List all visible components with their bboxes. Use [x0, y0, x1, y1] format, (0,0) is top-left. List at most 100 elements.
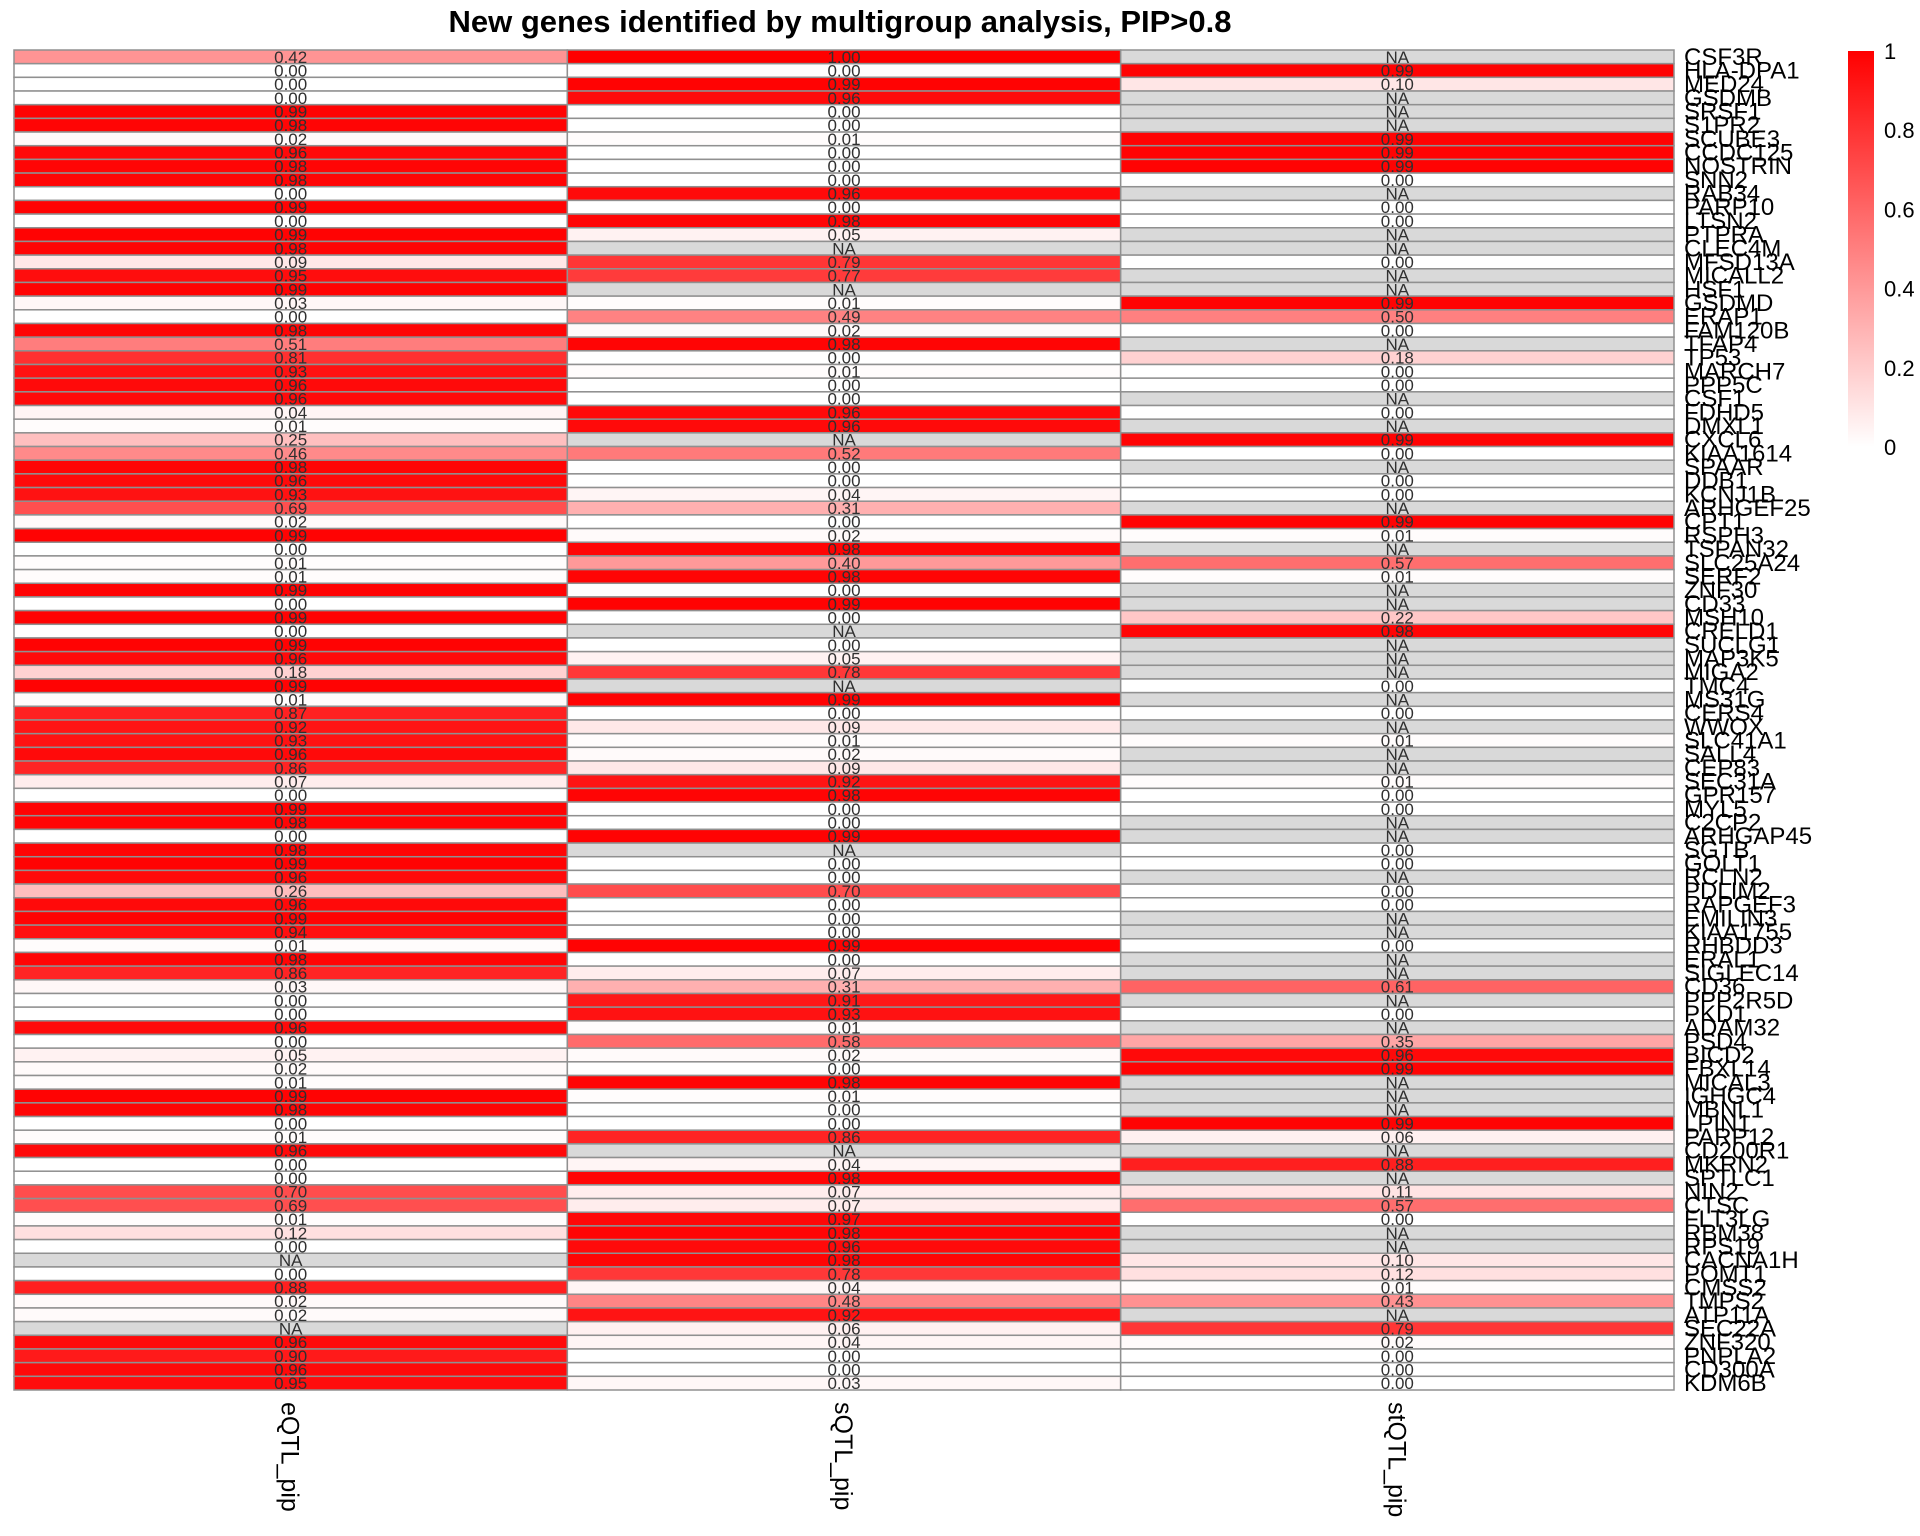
cell-value-label: NA — [1386, 335, 1410, 354]
cell-value-label: NA — [1386, 718, 1410, 737]
row-label: CLEC4M — [1684, 235, 1781, 262]
row-label: CSF1 — [1684, 386, 1745, 413]
cell-value-label: 0.01 — [1381, 526, 1414, 545]
cell-value-label: 0.98 — [1381, 622, 1414, 641]
cell-value-label: NA — [1386, 690, 1410, 709]
cell-value-label: 0.79 — [1381, 1319, 1414, 1338]
cell-value-label: 0.99 — [1381, 431, 1414, 450]
cell-value-label: 0.81 — [274, 349, 307, 368]
cell-value-label: 0.00 — [1381, 855, 1414, 874]
legend-tick-label: 0 — [1884, 435, 1896, 460]
cell-value-label: 0.00 — [274, 308, 307, 327]
cell-value-label: NA — [1386, 239, 1410, 258]
cell-value-label: 0.07 — [827, 1196, 860, 1215]
cell-value-label: 0.96 — [274, 868, 307, 887]
row-label: HSF1 — [1684, 276, 1745, 303]
cell-value-label: NA — [1386, 636, 1410, 655]
row-label: MARCH7 — [1684, 358, 1785, 385]
row-label: RCLN2 — [1684, 864, 1763, 891]
cell-value-label: 0.50 — [1381, 308, 1414, 327]
row-label: PPP5C — [1684, 372, 1763, 399]
row-label: MS31G — [1684, 686, 1765, 713]
cell-value-label: 0.99 — [274, 581, 307, 600]
cell-value-label: 0.00 — [1381, 882, 1414, 901]
cell-value-label: 0.99 — [274, 800, 307, 819]
cell-value-label: 0.01 — [274, 937, 307, 956]
row-label: MICAL3 — [1684, 1069, 1771, 1096]
cell-value-label: NA — [1386, 595, 1410, 614]
row-label: LTSN2 — [1684, 208, 1757, 235]
cell-value-label: 0.00 — [1381, 403, 1414, 422]
cell-value-label: 0.01 — [274, 1073, 307, 1092]
cell-value-label: 0.96 — [827, 417, 860, 436]
row-label: CRELD1 — [1684, 618, 1779, 645]
cell-value-label: NA — [1386, 909, 1410, 928]
cell-value-label: 0.00 — [1381, 485, 1414, 504]
cell-value-label: NA — [1386, 390, 1410, 409]
cell-value-label: 0.01 — [1381, 1278, 1414, 1297]
column-labels: eQTL_pip sQTL_pip stQTL_pip — [276, 1402, 1411, 1517]
cell-value-label: 0.96 — [827, 403, 860, 422]
cell-value-label: 0.22 — [1381, 608, 1414, 627]
cell-value-label: 0.00 — [1381, 1347, 1414, 1366]
cell-value-label: 0.96 — [274, 376, 307, 395]
cell-value-label: 0.00 — [1381, 472, 1414, 491]
row-label: NOSTRIN — [1684, 153, 1792, 180]
cell-value-label: 0.00 — [274, 1114, 307, 1133]
cell-value-label: NA — [1386, 964, 1410, 983]
cell-value-label: 0.69 — [274, 1196, 307, 1215]
cell-value-label: 0.96 — [274, 649, 307, 668]
row-label: SLC25A24 — [1684, 550, 1800, 577]
cell-value-label: 0.00 — [274, 185, 307, 204]
cell-value-label: 0.99 — [827, 595, 860, 614]
cell-value-label: 0.07 — [827, 964, 860, 983]
row-label: RBM38 — [1684, 1220, 1764, 1247]
cell-value-label: 0.00 — [827, 349, 860, 368]
row-label: WWOX — [1684, 714, 1764, 741]
cell-value-label: 0.00 — [1381, 321, 1414, 340]
row-label: PSD4 — [1684, 1028, 1747, 1055]
cell-value-label: 0.02 — [827, 1046, 860, 1065]
cell-value-label: 0.01 — [274, 1128, 307, 1147]
cell-value-label: 0.99 — [274, 198, 307, 217]
cell-value-label: 0.00 — [1381, 704, 1414, 723]
row-label: DDB1 — [1684, 468, 1748, 495]
cell-value-label: NA — [1386, 540, 1410, 559]
cell-value-label: 0.93 — [827, 1005, 860, 1024]
row-label: CD36 — [1684, 974, 1745, 1001]
cell-value-label: NA — [1386, 417, 1410, 436]
cell-value-label: 0.00 — [274, 786, 307, 805]
cell-value-label: 0.00 — [274, 89, 307, 108]
cell-value-label: 0.92 — [827, 773, 860, 792]
row-label: GSDMD — [1684, 290, 1773, 317]
cell-value-label: 0.00 — [827, 144, 860, 163]
legend-ticks: 1 0.8 0.6 0.4 0.2 0 — [1884, 39, 1915, 460]
legend-color-bar — [1848, 51, 1874, 447]
cell-value-label: 0.01 — [274, 1210, 307, 1229]
cell-value-label: 0.98 — [827, 567, 860, 586]
row-label: RHBDD3 — [1684, 933, 1783, 960]
column-label: eQTL_pip — [276, 1402, 304, 1512]
cell-value-label: 0.99 — [274, 1087, 307, 1106]
row-label: SLC41A1 — [1684, 728, 1787, 755]
cell-value-label: 0.98 — [274, 321, 307, 340]
cell-value-label: 0.98 — [274, 1101, 307, 1120]
row-label: MIGA2 — [1684, 659, 1759, 686]
row-label: SRSF1 — [1684, 99, 1761, 126]
cell-value-label: 0.00 — [827, 581, 860, 600]
cell-value-label: 0.00 — [274, 991, 307, 1010]
row-label: GSDMB — [1684, 85, 1772, 112]
row-label: PKD1 — [1684, 1001, 1747, 1028]
cell-value-label: 1.00 — [827, 48, 860, 67]
cell-value-label: 0.12 — [1381, 1265, 1414, 1284]
row-label: MSH10 — [1684, 604, 1764, 631]
legend-tick-label: 1 — [1884, 39, 1896, 64]
cell-value-label: 0.00 — [827, 171, 860, 190]
row-label: SPTLC1 — [1684, 1165, 1775, 1192]
cell-value-label: 0.99 — [1381, 157, 1414, 176]
row-label: TFAP4 — [1684, 331, 1757, 358]
row-label: ARHGAP45 — [1684, 823, 1812, 850]
cell-value-label: NA — [1386, 581, 1410, 600]
row-label: SEC31A — [1684, 769, 1776, 796]
cell-value-label: 0.00 — [827, 1360, 860, 1379]
